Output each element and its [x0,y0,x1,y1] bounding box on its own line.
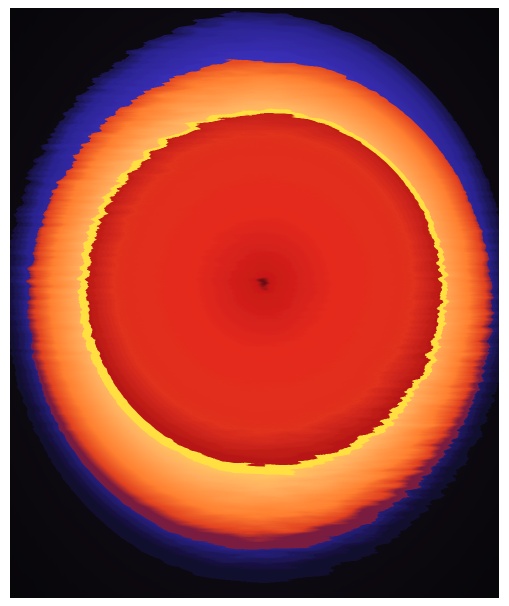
red-disc [87,114,441,466]
frame-right [499,0,509,606]
frame-bottom [0,598,509,606]
frame-top [0,0,509,8]
rings [6,13,509,583]
frame-left [0,0,10,606]
